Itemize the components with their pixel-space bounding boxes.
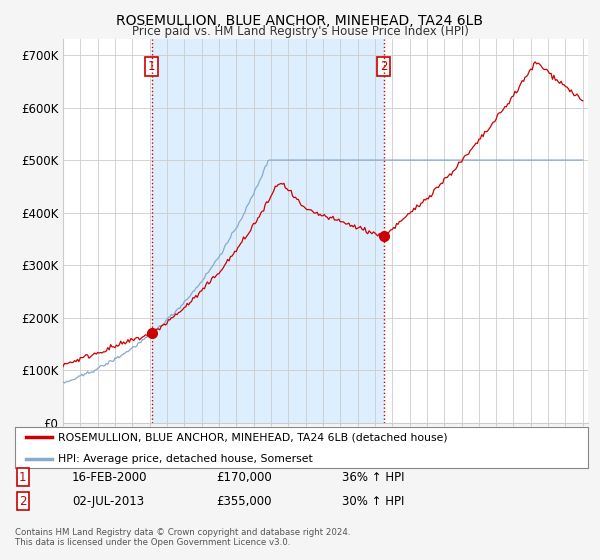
Text: Contains HM Land Registry data © Crown copyright and database right 2024.
This d: Contains HM Land Registry data © Crown c… [15,528,350,548]
Text: 1: 1 [148,59,155,73]
Text: 02-JUL-2013: 02-JUL-2013 [72,494,144,508]
Text: ROSEMULLION, BLUE ANCHOR, MINEHEAD, TA24 6LB (detached house): ROSEMULLION, BLUE ANCHOR, MINEHEAD, TA24… [58,432,448,442]
Text: 1: 1 [19,470,26,484]
Text: 36% ↑ HPI: 36% ↑ HPI [342,470,404,484]
Text: £355,000: £355,000 [216,494,271,508]
Text: 30% ↑ HPI: 30% ↑ HPI [342,494,404,508]
Text: 2: 2 [19,494,26,508]
Text: £170,000: £170,000 [216,470,272,484]
Text: 16-FEB-2000: 16-FEB-2000 [72,470,148,484]
Text: Price paid vs. HM Land Registry's House Price Index (HPI): Price paid vs. HM Land Registry's House … [131,25,469,38]
Bar [152,39,383,423]
Text: HPI: Average price, detached house, Somerset: HPI: Average price, detached house, Some… [58,454,313,464]
Text: 2: 2 [380,59,387,73]
Text: ROSEMULLION, BLUE ANCHOR, MINEHEAD, TA24 6LB: ROSEMULLION, BLUE ANCHOR, MINEHEAD, TA24… [116,14,484,28]
